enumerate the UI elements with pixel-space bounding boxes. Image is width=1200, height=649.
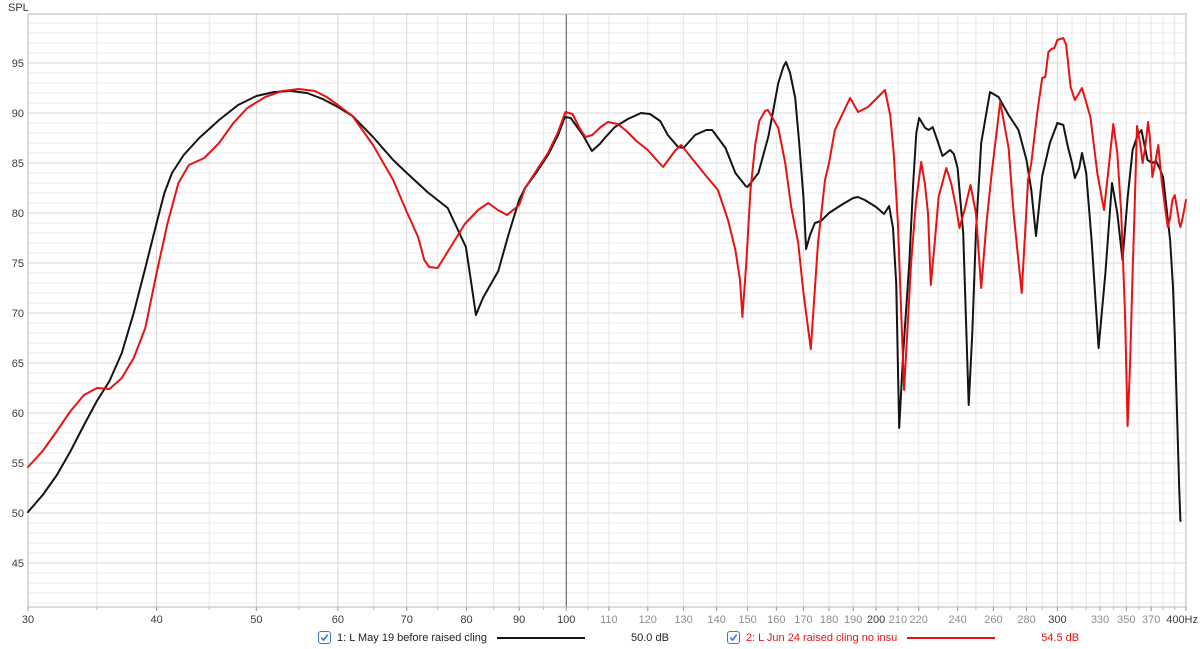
check-icon <box>320 634 329 642</box>
y-axis-label: 55 <box>12 458 24 470</box>
y-axis-label: 70 <box>12 308 24 320</box>
trace1-label: 1: L May 19 before raised cling <box>337 631 488 644</box>
x-axis-label: 140 <box>707 614 725 626</box>
x-axis-label: 220 <box>910 614 928 626</box>
x-axis-label: 210 <box>889 614 907 626</box>
y-axis-label: 85 <box>12 158 24 170</box>
trace-black <box>27 61 1182 522</box>
x-axis-label: 300 <box>1048 614 1066 626</box>
check-icon <box>729 634 738 642</box>
x-axis-label: 80 <box>460 614 472 626</box>
y-axis-label: 65 <box>12 358 24 370</box>
trace2-line-sample <box>907 636 996 639</box>
trace2-label: 2: L Jun 24 raised cling no insu <box>745 631 898 644</box>
y-axis-label: 75 <box>12 258 24 270</box>
x-axis-label: 260 <box>984 614 1002 626</box>
x-axis-label: 240 <box>948 614 966 626</box>
legend: 1: L May 19 before raised cling 50.0 dB … <box>318 631 1079 644</box>
x-axis-label: 200 <box>867 614 885 626</box>
y-axis-label: 50 <box>12 508 24 520</box>
y-axis-label: 90 <box>12 108 24 120</box>
x-axis-label: 90 <box>513 614 525 626</box>
x-axis-label: 100 <box>557 614 575 626</box>
y-axis-label: 60 <box>12 408 24 420</box>
trace1-value: 50.0 dB <box>631 631 669 644</box>
x-axis-label: 370 <box>1142 614 1160 626</box>
y-axis-label: 80 <box>12 208 24 220</box>
x-axis-label: 400Hz <box>1166 614 1198 626</box>
x-axis-label: 180 <box>820 614 838 626</box>
x-axis-label: 60 <box>332 614 344 626</box>
x-axis-label: 30 <box>22 614 34 626</box>
x-axis-label: 150 <box>738 614 756 626</box>
y-axis-label: 45 <box>12 558 24 570</box>
trace-red <box>27 37 1187 468</box>
chart-border <box>27 13 1187 608</box>
x-axis-label: 160 <box>767 614 785 626</box>
x-axis-label: 190 <box>844 614 862 626</box>
y-axis-title: SPL <box>8 2 29 14</box>
x-axis-label: 350 <box>1117 614 1135 626</box>
y-axis-label: 95 <box>12 58 24 70</box>
x-axis-label: 170 <box>794 614 812 626</box>
x-axis-label: 70 <box>401 614 413 626</box>
trace2-checkbox[interactable] <box>726 631 740 644</box>
x-axis-label: 130 <box>674 614 692 626</box>
trace1-checkbox[interactable] <box>318 631 331 644</box>
x-axis-label: 110 <box>600 614 618 626</box>
x-axis-label: 50 <box>250 614 262 626</box>
x-axis-label: 330 <box>1091 614 1109 626</box>
trace1-line-sample <box>497 636 586 639</box>
trace2-value: 54.5 dB <box>1041 631 1080 644</box>
x-axis-label: 280 <box>1017 614 1035 626</box>
x-axis-label: 120 <box>639 614 657 626</box>
x-axis-label: 40 <box>150 614 162 626</box>
